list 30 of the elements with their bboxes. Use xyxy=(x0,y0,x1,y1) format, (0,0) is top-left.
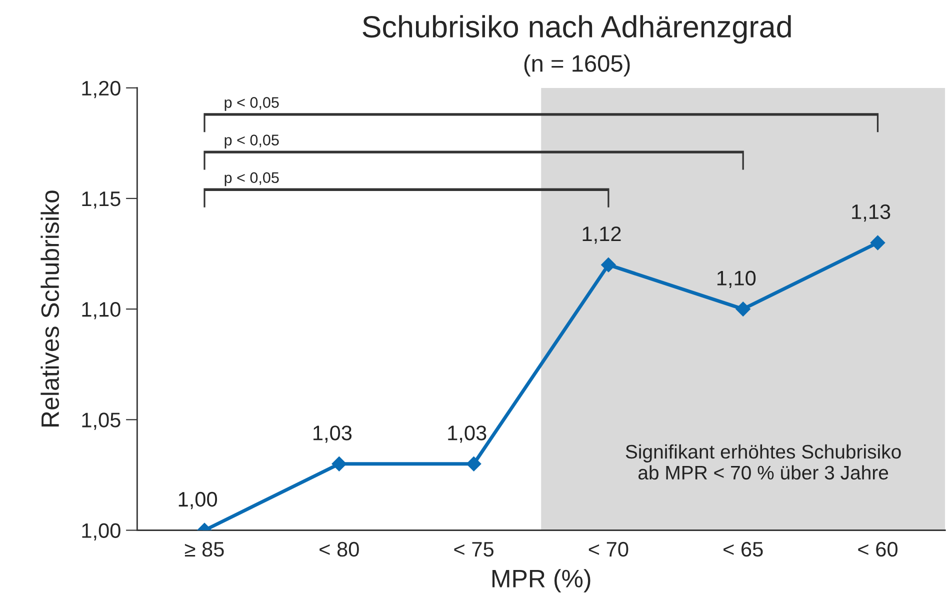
y-axis-title: Relatives Schubrisiko xyxy=(40,190,60,426)
y-tick-label: 1,20 xyxy=(82,80,120,98)
chart-title: Schubrisiko nach Adhärenzgrad xyxy=(362,15,791,44)
data-label: 1,10 xyxy=(717,270,756,288)
y-tick-label: 1,00 xyxy=(82,523,120,540)
band-label: Signifikant erhöhtes Schubrisiko ab MPR < 70 % über 3 Jahre xyxy=(626,444,901,480)
data-label: 1,03 xyxy=(314,426,352,443)
point xyxy=(466,456,482,472)
chart-subtitle: (n = 1605) xyxy=(524,54,630,77)
y-tick-label: 1,15 xyxy=(82,192,120,209)
point xyxy=(332,456,347,472)
data-label: 1,00 xyxy=(178,492,218,510)
point xyxy=(736,302,750,316)
x-tick-label: < 75 xyxy=(454,542,494,557)
annotation: p < 0,05 xyxy=(224,97,279,111)
point xyxy=(870,235,886,250)
x-tick-label: < 65 xyxy=(724,542,763,557)
data-label: 1,03 xyxy=(448,426,486,443)
x-tick-label: < 80 xyxy=(320,542,359,557)
point xyxy=(601,257,616,272)
annotation: p < 0,05 xyxy=(224,134,279,148)
y-tick-label: 1,05 xyxy=(82,412,120,430)
x-tick-label: < 70 xyxy=(588,542,628,557)
x-tick-label: ≥ 85 xyxy=(184,542,224,557)
x-axis-title: MPR (%) xyxy=(492,569,590,592)
data-label: 1,13 xyxy=(852,204,890,222)
x-tick-label: < 60 xyxy=(858,542,898,557)
y-tick-label: 1,10 xyxy=(82,302,120,320)
data-label: 1,12 xyxy=(582,226,621,244)
annotation: p < 0,05 xyxy=(224,172,279,186)
